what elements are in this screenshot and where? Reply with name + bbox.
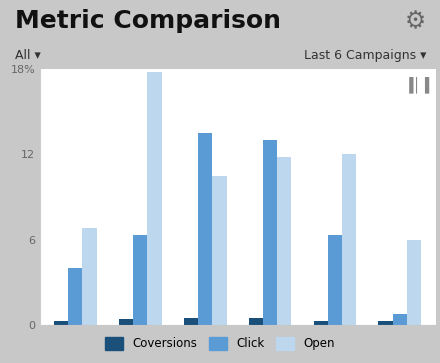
Bar (378, 321, 393, 325)
Text: ▐│▐: ▐│▐ (404, 77, 430, 93)
Bar (393, 314, 407, 325)
Bar (263, 140, 277, 325)
Bar (147, 72, 161, 325)
Bar (82, 228, 97, 325)
Text: Last 6 Campaigns ▾: Last 6 Campaigns ▾ (304, 49, 426, 62)
Bar (342, 154, 356, 325)
Legend: Coversions, Click, Open: Coversions, Click, Open (100, 333, 340, 355)
Bar (407, 240, 422, 325)
Bar (119, 319, 133, 325)
Text: All ▾: All ▾ (15, 49, 41, 62)
Bar (68, 268, 82, 325)
Bar (54, 321, 68, 325)
Bar (198, 133, 212, 325)
Bar (277, 157, 291, 325)
Bar (133, 235, 147, 325)
Text: ⚙: ⚙ (405, 9, 426, 33)
Text: Metric Comparison: Metric Comparison (15, 9, 282, 33)
Bar (212, 176, 227, 325)
Bar (328, 235, 342, 325)
Bar (249, 318, 263, 325)
Bar (314, 321, 328, 325)
Bar (184, 318, 198, 325)
